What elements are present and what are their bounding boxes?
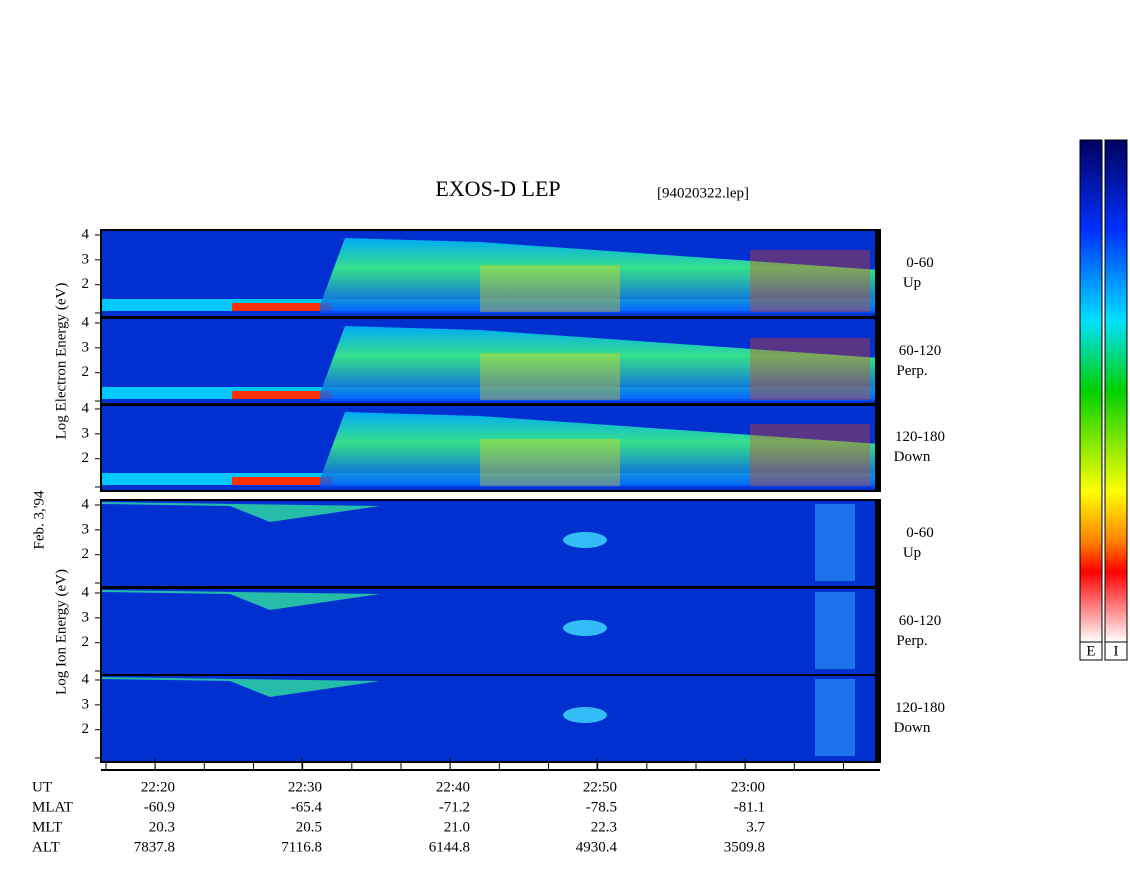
ephemeris-value: 22.3: [591, 819, 617, 835]
angle-label: 0-60: [906, 525, 934, 541]
low-energy-band: [232, 477, 332, 485]
plasma-band: [320, 238, 880, 313]
hot-spots: [750, 424, 870, 486]
file-name: [94020322.lep]: [657, 185, 749, 201]
ephemeris-value: -71.2: [439, 799, 470, 815]
y-tick-label: 2: [82, 721, 90, 737]
y-tick-label: 3: [82, 339, 90, 355]
ephemeris-value: 22:30: [288, 779, 322, 795]
y-tick-label: 3: [82, 251, 90, 267]
direction-label: Up: [903, 275, 921, 291]
direction-label: Perp.: [896, 363, 927, 379]
date: Feb. 3,'94: [31, 490, 47, 549]
ephemeris-value: 7837.8: [134, 839, 175, 855]
angle-label: 120-180: [895, 700, 945, 716]
ephemeris-value: 22:20: [141, 779, 175, 795]
ion-burst: [815, 679, 855, 756]
y-tick-label: 3: [82, 696, 90, 712]
y-tick-label: 2: [82, 634, 90, 650]
spectrogram: [100, 499, 881, 588]
panel-edge: [875, 675, 880, 762]
ephemeris-value: 22:40: [436, 779, 470, 795]
colorbar-label: I: [1114, 643, 1119, 659]
ephemeris-value: -65.4: [291, 799, 323, 815]
hot-spots: [750, 338, 870, 400]
ephemeris-value: 4930.4: [576, 839, 618, 855]
ion-burst: [815, 592, 855, 669]
angle-label: 60-120: [899, 613, 942, 629]
ion-blob: [563, 532, 607, 548]
hot-spots: [750, 250, 870, 312]
ion-band: [101, 502, 380, 522]
ephemeris-value: 23:00: [731, 779, 765, 795]
colorbar-box: [1079, 641, 1103, 661]
spectrogram: [100, 587, 881, 676]
panel-edge: [875, 230, 880, 317]
ion-burst: [815, 504, 855, 581]
ion-axis-label: Log Ion Energy (eV): [53, 569, 69, 695]
low-energy-band: [232, 391, 332, 399]
spectrogram-images: [100, 229, 881, 763]
ephemeris-value: -78.5: [586, 799, 617, 815]
angle-label: 120-180: [895, 429, 945, 445]
colorbar-i: [1104, 139, 1128, 643]
plasma-band: [320, 326, 880, 401]
colorbar-label: E: [1086, 643, 1095, 659]
y-tick-label: 3: [82, 521, 90, 537]
y-tick-label: 4: [82, 314, 90, 330]
y-tick-label: 4: [82, 400, 90, 416]
y-tick-label: 3: [82, 425, 90, 441]
hot-spots: [480, 265, 620, 312]
ephemeris-value: 3.7: [746, 819, 765, 835]
y-tick-label: 4: [82, 584, 90, 600]
y-tick-label: 2: [82, 450, 90, 466]
panel-edge: [875, 500, 880, 587]
angle-label: 0-60: [906, 255, 934, 271]
angle-label: 60-120: [899, 343, 942, 359]
y-tick-label: 2: [82, 276, 90, 292]
panel-edge: [875, 318, 880, 405]
y-tick-label: 2: [82, 364, 90, 380]
ephemeris-value: -81.1: [734, 799, 765, 815]
ion-blob: [563, 620, 607, 636]
ephemeris-value: 21.0: [444, 819, 470, 835]
electron-axis-label: Log Electron Energy (eV): [53, 283, 69, 440]
ephemeris-value: 22:50: [583, 779, 617, 795]
colorbar-box: [1104, 641, 1128, 661]
title: EXOS-D LEP: [435, 176, 560, 201]
direction-label: Up: [903, 545, 921, 561]
ephemeris-value: 20.3: [149, 819, 175, 835]
spectrogram: [100, 674, 881, 763]
hot-spots: [480, 353, 620, 400]
panel-edge: [875, 404, 880, 491]
direction-label: Down: [894, 720, 931, 736]
direction-label: Perp.: [896, 633, 927, 649]
ephemeris-value: -60.9: [144, 799, 175, 815]
ion-band: [101, 677, 380, 697]
ion-blob: [563, 707, 607, 723]
direction-label: Down: [894, 449, 931, 465]
ephemeris-name: MLAT: [32, 799, 73, 815]
low-energy-band: [232, 303, 332, 311]
plasma-band: [320, 412, 880, 487]
y-tick-label: 3: [82, 609, 90, 625]
ephemeris-value: 7116.8: [281, 839, 322, 855]
hot-spots: [480, 439, 620, 486]
y-tick-label: 2: [82, 546, 90, 562]
ephemeris-name: ALT: [32, 839, 60, 855]
y-tick-label: 4: [82, 226, 90, 242]
y-tick-label: 4: [82, 671, 90, 687]
ephemeris-name: UT: [32, 779, 52, 795]
ephemeris-value: 6144.8: [429, 839, 470, 855]
colorbar-e: [1079, 139, 1103, 643]
ephemeris-value: 3509.8: [724, 839, 765, 855]
panel-edge: [875, 588, 880, 675]
ephemeris-name: MLT: [32, 819, 62, 835]
y-tick-label: 4: [82, 496, 90, 512]
ephemeris-value: 20.5: [296, 819, 322, 835]
ion-band: [101, 590, 380, 610]
